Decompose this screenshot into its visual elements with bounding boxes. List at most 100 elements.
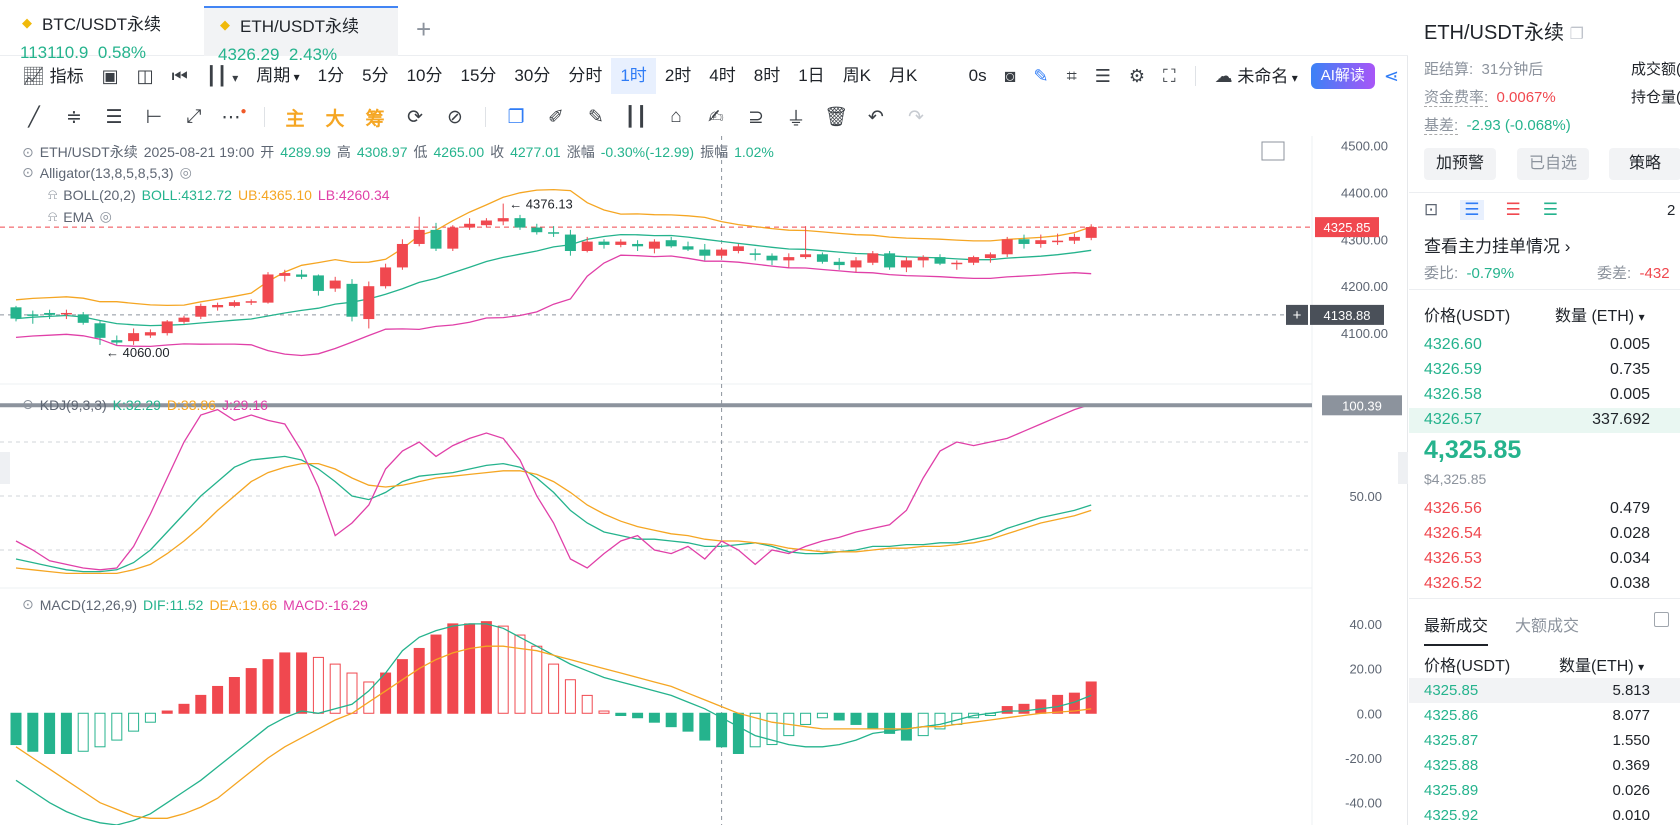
interval-11[interactable]: 周K — [842, 66, 872, 85]
diff-row: 委差: -432 — [1597, 265, 1670, 282]
candle-body — [564, 234, 576, 251]
bell-icon[interactable]: ⍾ — [48, 186, 58, 202]
note-icon[interactable]: ✍ — [708, 106, 724, 128]
candle-body — [464, 223, 476, 228]
kline-chart[interactable]: 4500.00 4400.00 4300.00 4200.00 4100.00 50.00… — [0, 136, 1408, 826]
candle-body — [615, 241, 627, 245]
interval-toolbar: 📈︎ 指标 ▣ ◫ ⏮ ┃┃ ▾ 周期 ▾ 1分 5分 10分 15分 30分 分时 1时 2… — [0, 58, 1408, 94]
tab-btc[interactable]: ◆ BTC/USDT永续 113110.9 0.58% — [6, 6, 202, 62]
share-icon[interactable]: ⋖ — [1383, 66, 1399, 86]
ray-tool-icon[interactable]: ⤢ — [186, 106, 202, 127]
collapse-icon[interactable]: ⊙ — [22, 164, 34, 180]
eye-off-icon[interactable]: ◎ — [99, 208, 112, 224]
slash-icon[interactable]: ⊘ — [447, 106, 463, 128]
calendar-icon[interactable]: ▣ — [101, 66, 119, 86]
interval-9[interactable]: 8时 — [753, 66, 781, 85]
main-orders-link[interactable]: 查看主力挂单情况 › — [1424, 237, 1571, 256]
orderbook-row[interactable]: 4326.60 0.005 — [1409, 333, 1680, 358]
ai-button[interactable]: AI解读 — [1310, 63, 1375, 89]
fullscreen-icon[interactable]: ⛶ — [1163, 66, 1176, 86]
candle-body — [632, 243, 644, 247]
candle-body — [447, 227, 459, 249]
sync-icon[interactable]: ⟳ — [407, 106, 423, 128]
candle-tool-icon[interactable]: ┃┃ — [624, 106, 648, 128]
ruler-icon[interactable]: ✐ — [548, 106, 564, 128]
strategy-button[interactable]: 策略 — [1609, 148, 1680, 180]
magnet-icon[interactable]: ⊇ — [748, 106, 764, 128]
layout-icon[interactable]: ◫ — [136, 66, 154, 86]
candle-body — [60, 312, 72, 315]
candle-type-button[interactable]: ┃┃ ▾ — [197, 58, 247, 94]
interval-4[interactable]: 30分 — [514, 66, 551, 85]
interval-5[interactable]: 分时 — [568, 66, 603, 85]
more-tools-icon[interactable]: ⋯● — [221, 105, 247, 128]
list-icon[interactable]: ☰ — [1094, 66, 1111, 86]
split-view-icon[interactable]: ☰ — [1460, 200, 1484, 220]
hline-tool-icon[interactable]: ⊢ — [145, 106, 163, 128]
interval-6[interactable]: 1时 — [611, 58, 656, 94]
chart-canvas[interactable]: 4500.004400.004300.004200.004100.0050.00… — [0, 136, 1408, 826]
copy-icon[interactable]: ❐ — [507, 106, 525, 128]
brush-icon[interactable]: ✎ — [588, 106, 604, 128]
orderbook-row[interactable]: 4326.59 0.735 — [1409, 358, 1680, 383]
interval-2[interactable]: 10分 — [406, 66, 443, 85]
orderbook-row[interactable]: 4326.52 0.038 — [1409, 572, 1680, 597]
large-trades-tab[interactable]: 大额成交 — [1515, 618, 1580, 635]
big-order-button[interactable]: 大 — [325, 108, 345, 130]
tr-qty-header[interactable]: 数量(ETH) ▾ — [1559, 658, 1645, 675]
indicators-button[interactable]: 📈︎ 指标 — [0, 58, 93, 94]
interval-10[interactable]: 1日 — [798, 66, 825, 85]
orderbook-row[interactable]: 4326.56 0.479 — [1409, 497, 1680, 522]
period-dropdown[interactable]: 周期 ▾ — [247, 58, 308, 94]
collapse-icon[interactable]: ⊙ — [22, 396, 34, 412]
interval-12[interactable]: 月K — [889, 66, 918, 85]
ob-price: 4326.59 — [1424, 361, 1482, 378]
bids-view-icon[interactable]: ☰ — [1542, 200, 1558, 219]
lock-icon[interactable]: ⌂ — [670, 106, 682, 127]
interval-1[interactable]: 5分 — [362, 66, 389, 85]
undo-icon[interactable]: ↶ — [868, 106, 884, 128]
depth-number[interactable]: 2 — [1667, 202, 1676, 219]
trash-icon[interactable]: 🗑︎ — [823, 107, 849, 128]
copy-icon[interactable]: ❐ — [1569, 26, 1584, 43]
pencil-icon[interactable]: ✎ — [1033, 66, 1049, 86]
candle-body — [682, 246, 694, 250]
replay-icon[interactable]: ⏮ — [171, 66, 188, 86]
trade-price: 4325.86 — [1424, 707, 1479, 724]
alert-button[interactable]: 加预警 — [1424, 148, 1496, 180]
interval-3[interactable]: 15分 — [460, 66, 497, 85]
layout-name-dropdown[interactable]: ☁ 未命名 ▾ — [1206, 58, 1307, 94]
add-tab-icon[interactable]: + — [416, 14, 432, 44]
favorite-button[interactable]: 已自选 — [1517, 148, 1589, 180]
parallel-tool-icon[interactable]: ≑ — [66, 106, 82, 128]
orderbook-row[interactable]: 4326.57 337.692 — [1409, 408, 1680, 433]
both-sides-icon[interactable]: ⊡ — [1424, 200, 1439, 219]
orderbook-row[interactable]: 4326.58 0.005 — [1409, 383, 1680, 408]
filter-icon[interactable]: ⏚ — [786, 108, 806, 130]
crop-icon[interactable]: ⌗ — [1066, 66, 1077, 86]
candle-body — [1035, 240, 1047, 244]
filter-checkbox[interactable] — [1654, 612, 1669, 627]
orderbook-row[interactable]: 4326.54 0.028 — [1409, 522, 1680, 547]
redo-icon[interactable]: ↷ — [908, 106, 924, 128]
orderbook-row[interactable]: 4326.53 0.034 — [1409, 547, 1680, 572]
ob-qty-header[interactable]: 数量 (ETH) ▾ — [1555, 308, 1645, 325]
interval-0[interactable]: 1分 — [317, 66, 345, 85]
interval-8[interactable]: 4时 — [709, 66, 736, 85]
line-tool-icon[interactable]: ╱ — [28, 106, 40, 128]
bell-icon[interactable]: ⍾ — [48, 208, 58, 224]
interval-7[interactable]: 2时 — [664, 66, 692, 85]
asks-view-icon[interactable]: ☰ — [1505, 200, 1521, 219]
collapse-icon[interactable]: ⊙ — [22, 143, 34, 160]
trade-qty: 0.369 — [1612, 757, 1650, 774]
eye-off-icon[interactable]: ◎ — [179, 164, 192, 180]
settings-icon[interactable]: ⚙ — [1128, 66, 1146, 86]
fib-tool-icon[interactable]: ☰ — [105, 106, 123, 128]
latest-trades-tab[interactable]: 最新成交 — [1424, 612, 1489, 646]
tab-eth[interactable]: ◆ ETH/USDT永续 4326.29 2.43% — [204, 6, 398, 64]
camera-icon[interactable]: ◙ — [1004, 66, 1016, 86]
chip-button[interactable]: 筹 — [365, 108, 385, 130]
main-force-button[interactable]: 主 — [285, 108, 305, 130]
candle-body — [245, 301, 257, 303]
collapse-icon[interactable]: ⊙ — [22, 596, 34, 612]
